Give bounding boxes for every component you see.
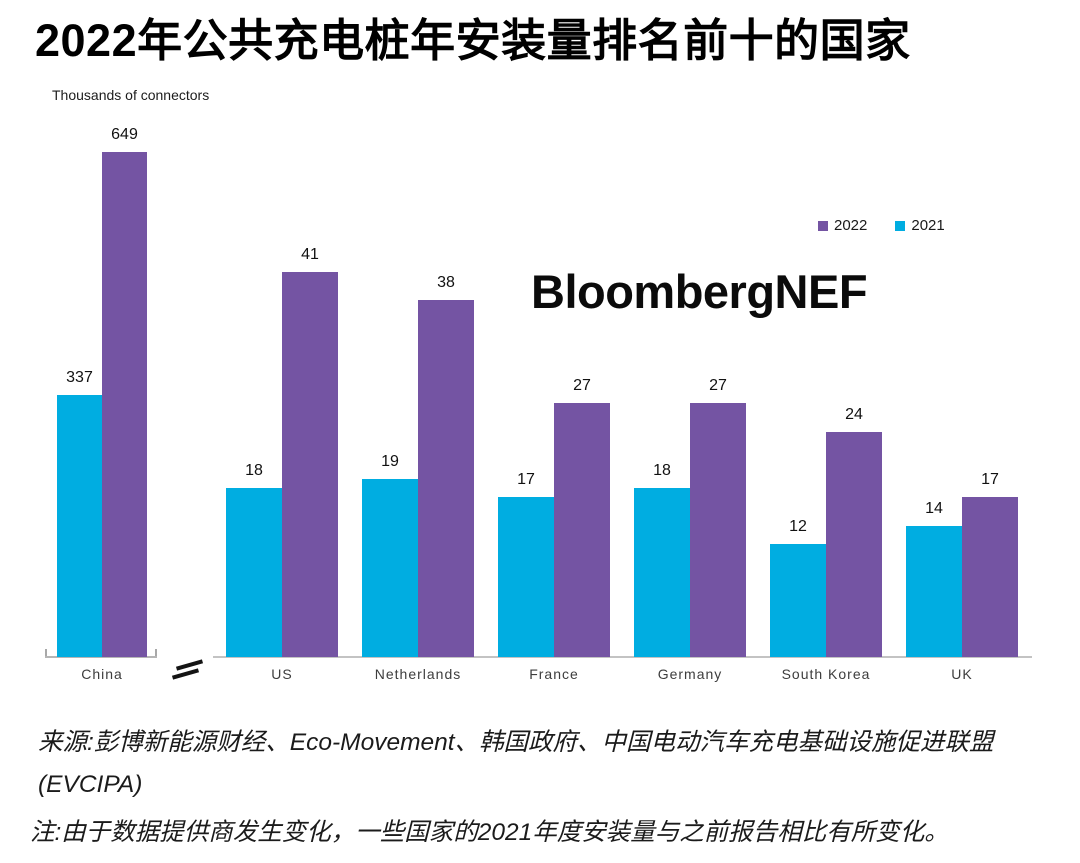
value-label-2022-us: 41 bbox=[301, 246, 319, 263]
legend-swatch-2022-icon bbox=[818, 220, 828, 231]
value-label-2021-germany: 18 bbox=[653, 461, 671, 479]
value-label-2022-netherlands: 38 bbox=[437, 274, 455, 292]
page-title: 2022年公共充电桩年安装量排名前十的国家 bbox=[35, 15, 911, 66]
x-axis-label-china: China bbox=[81, 666, 123, 682]
value-label-2021-uk: 14 bbox=[925, 499, 943, 517]
bar-2021-south-korea bbox=[770, 544, 826, 657]
axis-break-icon bbox=[175, 659, 204, 671]
x-axis-line bbox=[213, 656, 1032, 658]
legend-label-2022: 2022 bbox=[834, 217, 868, 234]
x-axis-label-france: France bbox=[529, 666, 579, 682]
value-label-2021-south-korea: 12 bbox=[789, 518, 807, 536]
bar-2022-us bbox=[282, 272, 338, 657]
bar-2021-netherlands bbox=[362, 478, 418, 657]
x-axis-label-germany: Germany bbox=[657, 666, 723, 682]
bloombergnef-watermark: BloombergNEF bbox=[531, 265, 868, 318]
value-label-2021-china: 337 bbox=[66, 368, 93, 386]
axis-unit-label: Thousands of connectors bbox=[52, 87, 210, 103]
legend-item-2021: 2021 bbox=[895, 217, 945, 234]
x-axis-label-us: US bbox=[271, 666, 293, 682]
value-label-2021-netherlands: 19 bbox=[381, 452, 399, 470]
china-axis-line bbox=[45, 656, 157, 658]
bar-2022-netherlands bbox=[418, 300, 474, 657]
note-text: 注:由于数据提供商发生变化，一些国家的2021年度安装量与之前报告相比有所变化。 bbox=[30, 819, 949, 846]
bar-2022-china bbox=[102, 152, 147, 657]
bar-2022-south-korea bbox=[826, 431, 882, 657]
bar-2022-france bbox=[554, 403, 610, 657]
x-axis-label-south-korea: South Korea bbox=[781, 666, 871, 682]
value-label-2022-uk: 17 bbox=[981, 471, 999, 489]
bar-2022-germany bbox=[690, 403, 746, 657]
source-text: 来源:彭博新能源财经、Eco-Movement、韩国政府、中国电动汽车充电基础设… bbox=[38, 729, 994, 798]
value-label-2022-south-korea: 24 bbox=[845, 405, 863, 423]
x-axis-label-uk: UK bbox=[951, 666, 973, 682]
value-label-2022-france: 27 bbox=[573, 377, 591, 395]
legend-item-2022: 2022 bbox=[818, 217, 867, 234]
bar-2021-france bbox=[498, 497, 554, 657]
value-label-2022-china: 649 bbox=[111, 126, 138, 143]
bar-2021-germany bbox=[634, 487, 690, 657]
legend: 2022 2021 bbox=[818, 217, 945, 234]
china-axis-right-tick bbox=[155, 649, 157, 656]
bar-2021-uk bbox=[906, 525, 962, 657]
x-axis-label-netherlands: Netherlands bbox=[374, 666, 462, 682]
legend-label-2021: 2021 bbox=[911, 217, 945, 234]
bar-2021-china bbox=[57, 394, 102, 657]
value-label-2021-us: 18 bbox=[245, 461, 263, 479]
legend-swatch-2021-icon bbox=[895, 220, 906, 231]
value-label-2022-germany: 27 bbox=[709, 377, 727, 395]
china-axis-left-tick bbox=[45, 649, 47, 656]
bar-2021-us bbox=[226, 487, 282, 657]
bar-2022-uk bbox=[962, 497, 1018, 657]
value-label-2021-france: 17 bbox=[517, 471, 535, 489]
